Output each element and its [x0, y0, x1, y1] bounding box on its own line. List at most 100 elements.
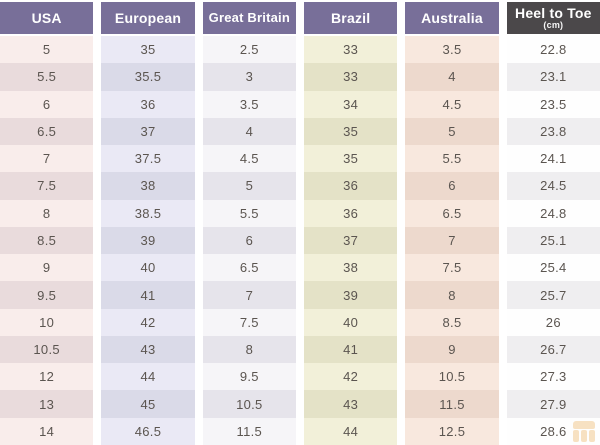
table-cell-heel-to-toe-row-11: 26 [506, 308, 600, 336]
table-cell-european-row-1: 35 [101, 36, 195, 64]
table-cell-great-britain-row-7: 5.5 [202, 199, 296, 227]
table-cell-heel-to-toe-row-3: 23.5 [506, 90, 600, 118]
table-cell-heel-to-toe-row-13: 27.3 [506, 363, 600, 391]
table-cell-great-britain-row-11: 7.5 [202, 308, 296, 336]
column-header-european: European [101, 2, 195, 34]
table-cell-usa-row-8: 8.5 [0, 226, 94, 255]
table-cell-australia-row-2: 4 [405, 63, 499, 91]
table-cell-usa-row-1: 5 [0, 36, 94, 64]
table-cell-usa-row-6: 7.5 [0, 172, 94, 200]
column-header-label: Brazil [331, 9, 371, 26]
table-cell-european-row-5: 37.5 [101, 145, 195, 173]
table-cell-australia-row-13: 10.5 [405, 363, 499, 391]
column-header-label: Great Britain [208, 10, 290, 26]
column-european: European 35 35.5 36 37 37.5 38 38.5 39 40 41 42 43 44… [101, 2, 195, 445]
table-cell-australia-row-14: 11.5 [405, 390, 499, 418]
table-cell-great-britain-row-9: 6.5 [202, 254, 296, 282]
table-cell-usa-row-10: 9.5 [0, 281, 94, 309]
table-cell-australia-row-9: 7.5 [405, 254, 499, 282]
table-cell-australia-row-12: 9 [405, 335, 499, 364]
table-cell-great-britain-row-10: 7 [202, 281, 296, 309]
table-cell-australia-row-10: 8 [405, 281, 499, 309]
table-cell-european-row-6: 38 [101, 172, 195, 200]
table-cell-heel-to-toe-row-14: 27.9 [506, 390, 600, 418]
table-cell-brazil-row-4: 35 [304, 117, 398, 146]
table-cell-heel-to-toe-row-9: 25.4 [506, 254, 600, 282]
column-great-britain: Great Britain 2.5 3 3.5 4 4.5 5 5.5 6 6.5 7 7.5 8 9.5… [202, 2, 296, 445]
table-cell-usa-row-5: 7 [0, 145, 94, 173]
table-cell-great-britain-row-6: 5 [202, 172, 296, 200]
table-cell-brazil-row-5: 35 [304, 145, 398, 173]
table-cell-heel-to-toe-row-15: 28.6 [506, 417, 600, 445]
table-cell-heel-to-toe-row-8: 25.1 [506, 226, 600, 255]
table-cell-australia-row-3: 4.5 [405, 90, 499, 118]
table-cell-great-britain-row-13: 9.5 [202, 363, 296, 391]
table-cell-great-britain-row-14: 10.5 [202, 390, 296, 418]
table-cell-usa-row-11: 10 [0, 308, 94, 336]
table-cell-european-row-4: 37 [101, 117, 195, 146]
table-cell-heel-to-toe-row-2: 23.1 [506, 63, 600, 91]
table-cell-european-row-15: 46.5 [101, 417, 195, 445]
column-header-brazil: Brazil [304, 2, 398, 34]
column-header-label: Australia [421, 9, 483, 26]
table-cell-heel-to-toe-row-6: 24.5 [506, 172, 600, 200]
table-cell-european-row-11: 42 [101, 308, 195, 336]
table-cell-brazil-row-14: 43 [304, 390, 398, 418]
column-heel-to-toe: Heel to Toe (cm) 22.8 23.1 23.5 23.8 24.1 24.5 2… [506, 2, 600, 445]
table-cell-brazil-row-10: 39 [304, 281, 398, 309]
table-cell-brazil-row-12: 41 [304, 335, 398, 364]
table-cell-brazil-row-9: 38 [304, 254, 398, 282]
table-cell-great-britain-row-8: 6 [202, 226, 296, 255]
table-cell-australia-row-5: 5.5 [405, 145, 499, 173]
table-cell-european-row-14: 45 [101, 390, 195, 418]
table-cell-usa-row-2: 5.5 [0, 63, 94, 91]
table-cell-usa-row-3: 6 [0, 90, 94, 118]
table-cell-brazil-row-13: 42 [304, 363, 398, 391]
table-cell-australia-row-7: 6.5 [405, 199, 499, 227]
table-cell-usa-row-7: 8 [0, 199, 94, 227]
table-cell-european-row-3: 36 [101, 90, 195, 118]
table-cell-great-britain-row-4: 4 [202, 117, 296, 146]
column-header-sublabel: (cm) [543, 19, 564, 30]
table-cell-usa-row-15: 14 [0, 417, 94, 445]
table-cell-great-britain-row-15: 11.5 [202, 417, 296, 445]
table-cell-brazil-row-15: 44 [304, 417, 398, 445]
table-cell-heel-to-toe-row-10: 25.7 [506, 281, 600, 309]
table-cell-great-britain-row-5: 4.5 [202, 145, 296, 173]
table-cell-heel-to-toe-row-5: 24.1 [506, 145, 600, 173]
column-header-heel-to-toe: Heel to Toe (cm) [506, 2, 600, 34]
table-cell-usa-row-14: 13 [0, 390, 94, 418]
table-cell-brazil-row-8: 37 [304, 226, 398, 255]
table-cell-australia-row-1: 3.5 [405, 36, 499, 64]
table-cell-european-row-8: 39 [101, 226, 195, 255]
table-cell-brazil-row-1: 33 [304, 36, 398, 64]
table-cell-brazil-row-6: 36 [304, 172, 398, 200]
table-cell-australia-row-6: 6 [405, 172, 499, 200]
column-header-usa: USA [0, 2, 94, 34]
table-cell-heel-to-toe-row-1: 22.8 [506, 36, 600, 64]
table-cell-great-britain-row-1: 2.5 [202, 36, 296, 64]
column-usa: USA 5 5.5 6 6.5 7 7.5 8 8.5 9 9.5 10 10.5 12 13 14 [0, 2, 94, 445]
column-australia: Australia 3.5 4 4.5 5 5.5 6 6.5 7 7.5 8 8.5 9 10.5 11.… [405, 2, 499, 445]
table-cell-heel-to-toe-row-12: 26.7 [506, 335, 600, 364]
table-cell-european-row-7: 38.5 [101, 199, 195, 227]
table-cell-usa-row-9: 9 [0, 254, 94, 282]
table-cell-australia-row-8: 7 [405, 226, 499, 255]
table-cell-brazil-row-2: 33 [304, 63, 398, 91]
table-cell-heel-to-toe-row-7: 24.8 [506, 199, 600, 227]
table-cell-australia-row-11: 8.5 [405, 308, 499, 336]
column-header-label: USA [31, 9, 62, 26]
table-cell-brazil-row-7: 36 [304, 199, 398, 227]
column-brazil: Brazil 33 33 34 35 35 36 36 37 38 39 40 41 42 43 44 [304, 2, 398, 445]
table-cell-brazil-row-3: 34 [304, 90, 398, 118]
table-cell-brazil-row-11: 40 [304, 308, 398, 336]
column-header-australia: Australia [405, 2, 499, 34]
table-cell-great-britain-row-3: 3.5 [202, 90, 296, 118]
table-cell-usa-row-12: 10.5 [0, 335, 94, 364]
table-cell-australia-row-15: 12.5 [405, 417, 499, 445]
table-cell-heel-to-toe-row-4: 23.8 [506, 117, 600, 146]
column-header-great-britain: Great Britain [202, 2, 296, 34]
table-cell-european-row-9: 40 [101, 254, 195, 282]
